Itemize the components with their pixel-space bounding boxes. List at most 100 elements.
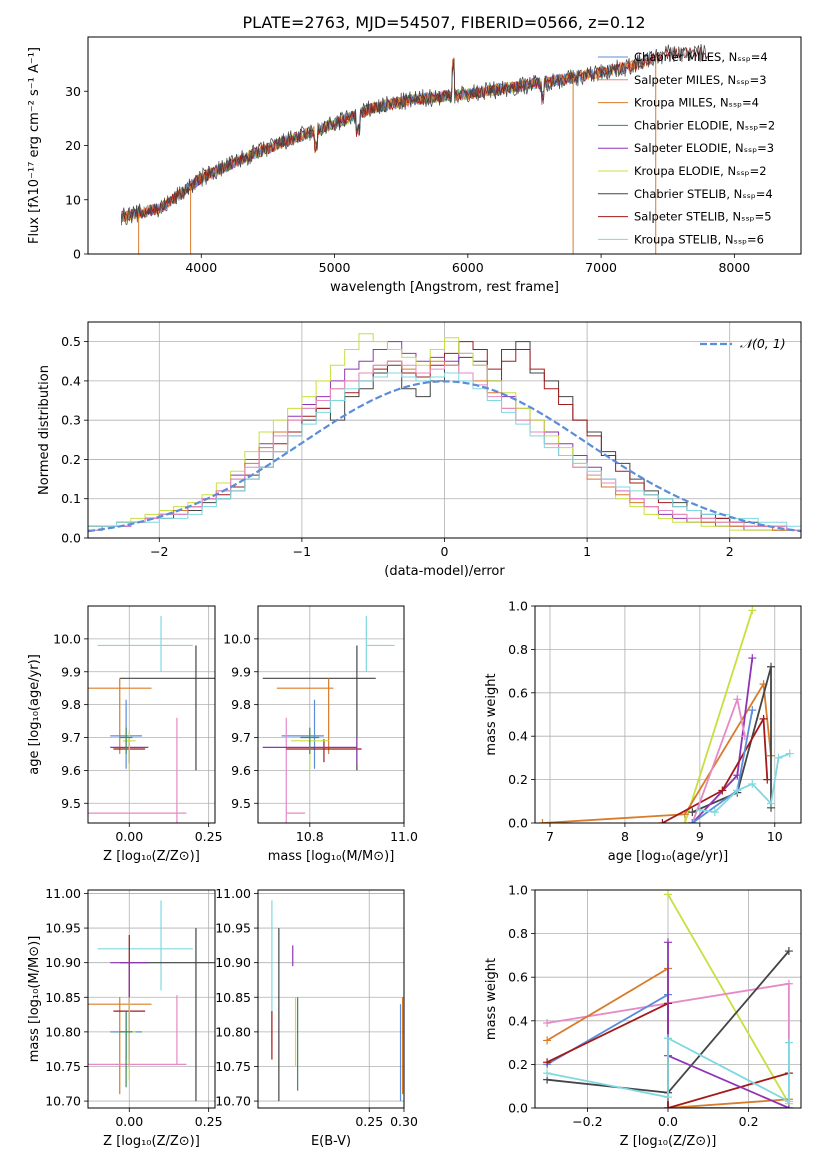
weight-marker (748, 779, 757, 788)
weight-line (667, 942, 790, 1108)
x-tick-label: 6000 (452, 260, 484, 275)
y-tick-label: 0 (73, 247, 81, 262)
y-tick-label: 9.8 (231, 697, 251, 712)
x-axis-label: Z [log₁₀(Z/Z⊙)] (620, 1134, 717, 1149)
spectrum-panel: 4000 5000 6000 7000 8000 0 10 20 30 wavelength [A… (27, 36, 802, 295)
y-tick-label: 10.70 (45, 1094, 81, 1109)
x-tick-label: −2 (150, 544, 168, 559)
y-tick-label: 10.90 (215, 955, 251, 970)
y-tick-label: 9.5 (61, 796, 81, 811)
mass-vs-metallicity-panel: 0.00 0.25 10.70 10.75 10.80 10.85 10.90 10.95 11… (27, 886, 223, 1149)
weight-marker (543, 1058, 552, 1067)
spectrum-legend: Chabrier MILES, Nₛₛₚ=4 Salpeter MILES, Nₛ… (598, 50, 775, 246)
x-axis-label: Z [log₁₀(Z/Z⊙)] (103, 1134, 200, 1149)
weight-marker (785, 749, 794, 758)
y-tick-label: 11.00 (215, 886, 251, 901)
weight-marker (664, 890, 672, 899)
legend-label: Kroupa MILES, Nₛₛₚ=4 (634, 96, 759, 110)
weight-marker (784, 947, 793, 956)
axes-frame (257, 889, 405, 1109)
weight-line (661, 715, 769, 823)
x-axis-label: E(B-V) (311, 1134, 351, 1149)
y-tick-label: 30 (65, 84, 81, 99)
x-tick-label: 0.2 (739, 1114, 759, 1129)
y-axis-label: mass [log₁₀(M/M⊙)] (27, 936, 42, 1063)
weight-marker (784, 1038, 793, 1047)
legend-label: Chabrier STELIB, Nₛₛₚ=4 (634, 187, 773, 201)
legend-label: Kroupa STELIB, Nₛₛₚ=6 (634, 232, 764, 246)
histogram-series (88, 360, 801, 538)
x-tick-label: 0.30 (390, 1114, 418, 1129)
x-tick-label: 0.25 (195, 1114, 223, 1129)
weight-marker (774, 753, 783, 762)
weight-marker (784, 1097, 793, 1106)
axes-frame (257, 605, 405, 824)
weight-line (667, 893, 790, 1105)
weight-marker (710, 808, 719, 817)
x-tick-label: 7000 (585, 260, 617, 275)
weight-marker (543, 1018, 552, 1027)
y-axis-label: mass weight (484, 673, 499, 755)
y-axis-label: Flux [fλ10⁻¹⁷ erg cm⁻² s⁻¹ A⁻¹] (27, 47, 42, 244)
y-tick-label: 0.2 (508, 1057, 528, 1072)
weight-marker (664, 1093, 672, 1102)
weight-marker (748, 606, 757, 615)
y-tick-label: 0.4 (61, 373, 81, 388)
y-tick-label: 10.95 (215, 921, 251, 936)
y-tick-label: 9.6 (61, 763, 81, 778)
axes-frame (87, 36, 802, 255)
residual-histogram-panel: −2 −1 0 1 2 0.0 0.1 0.2 0.3 0.4 0.5 (data-model)/er… (37, 321, 802, 579)
y-tick-label: 10.75 (45, 1059, 81, 1074)
weight-marker (784, 979, 793, 988)
x-tick-label: 1 (583, 544, 591, 559)
x-tick-label: −1 (293, 544, 311, 559)
y-tick-label: 11.00 (45, 886, 81, 901)
y-tick-label: 10.0 (53, 631, 81, 646)
y-tick-label: 9.9 (61, 664, 81, 679)
y-tick-label: 0.4 (508, 1013, 528, 1028)
y-tick-label: 0.0 (508, 1101, 528, 1116)
y-tick-label: 1.0 (508, 599, 528, 614)
weight-marker (688, 819, 697, 823)
y-tick-label: 0.2 (508, 772, 528, 787)
x-axis-label: wavelength [Angstrom, rest frame] (330, 280, 559, 295)
age-vs-mass-panel: 10.8 11.0 9.5 9.6 9.7 9.8 9.9 10.0 mass [log₁₀(M… (223, 605, 418, 864)
y-tick-label: 0.1 (61, 491, 81, 506)
weight-vs-age-panel: 7 8 9 10 0.0 0.2 0.4 0.6 0.8 1.0 age [log₁₀(age/yr… (484, 599, 802, 864)
legend-label: 𝒩(0, 1) (740, 336, 786, 351)
gaussian-curve (88, 380, 801, 533)
x-tick-label: 0 (441, 544, 449, 559)
axes-frame (534, 605, 802, 824)
weight-marker (664, 1104, 672, 1108)
x-tick-label: 0.25 (355, 1114, 383, 1129)
y-tick-label: 0.5 (61, 334, 81, 349)
weight-marker (543, 1036, 552, 1045)
weight-marker (543, 1069, 552, 1078)
weight-line (542, 681, 772, 823)
x-tick-label: 10 (767, 829, 783, 844)
legend-label: Kroupa ELODIE, Nₛₛₚ=2 (634, 164, 767, 178)
weight-marker (748, 654, 757, 663)
y-tick-label: 0.6 (508, 970, 528, 985)
y-tick-label: 0.0 (61, 531, 81, 546)
weight-marker (733, 786, 742, 795)
y-tick-label: 10.75 (215, 1059, 251, 1074)
x-tick-label: 0.00 (115, 1114, 143, 1129)
plot-area (538, 606, 794, 823)
y-tick-label: 10.80 (215, 1024, 251, 1039)
histogram-series (88, 372, 801, 538)
x-axis-label: (data-model)/error (384, 564, 505, 579)
x-tick-label: 0.25 (195, 829, 223, 844)
y-tick-label: 10.95 (45, 921, 81, 936)
axes-frame (87, 321, 802, 539)
x-tick-label: 0.0 (658, 1114, 678, 1129)
y-tick-label: 10.85 (215, 990, 251, 1005)
y-axis-label: age [log₁₀(age/yr)] (27, 654, 42, 775)
weight-marker (664, 938, 672, 947)
x-tick-label: 2 (726, 544, 734, 559)
x-axis-label: mass [log₁₀(M/M⊙)] (268, 849, 395, 864)
plot-area (271, 900, 404, 1102)
mass-vs-ebv-panel: 0.25 0.30 10.70 10.75 10.80 10.85 10.90 10.95 11… (215, 886, 418, 1149)
y-tick-label: 0.6 (508, 685, 528, 700)
